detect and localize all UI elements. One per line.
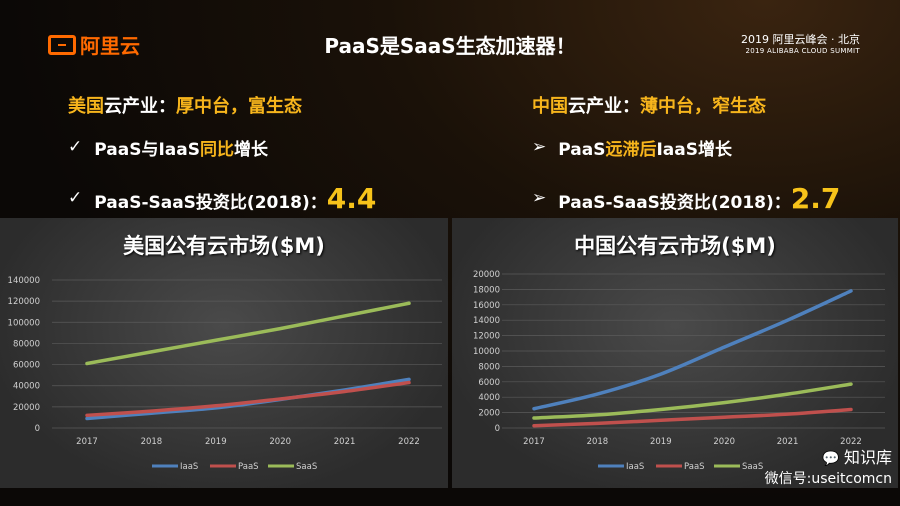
china-summary: 中国云产业：薄中台，窄生态 ➢ PaaS远滞后IaaS增长 ➢ PaaS-SaaS投资比… <box>532 92 840 216</box>
y-tick-label: 20000 <box>13 403 40 413</box>
y-tick-label: 14000 <box>473 316 500 326</box>
x-tick-label: 2017 <box>76 437 98 447</box>
legend-label: PaaS <box>238 462 259 472</box>
bullet-icon: ✓ <box>68 188 83 208</box>
text-segment: 云产业： <box>104 96 176 117</box>
y-tick-label: 0 <box>35 424 40 434</box>
logo-icon <box>48 34 76 55</box>
text-segment: 同比 <box>199 139 234 160</box>
slide-title: PaaS是SaaS生态加速器！ <box>324 34 576 58</box>
text-segment: 薄中台，窄生态 <box>640 96 766 117</box>
legend-label: SaaS <box>742 462 763 472</box>
y-tick-label: 6000 <box>478 378 500 388</box>
y-tick-label: 0 <box>495 424 500 434</box>
series-line-saas <box>85 301 411 366</box>
heading: 美国云产业：厚中台，富生态 <box>68 92 376 118</box>
y-tick-label: 18000 <box>473 285 500 295</box>
y-tick-label: 100000 <box>8 318 40 328</box>
bullet-icon: ➢ <box>532 188 547 208</box>
ratio-label: PaaS-SaaS投资比(2018)： <box>558 192 791 213</box>
wechat-icon: 💬 <box>822 451 840 467</box>
legend-label: SaaS <box>296 462 317 472</box>
text-segment: IaaS增长 <box>656 139 732 160</box>
bullet-text: PaaS远滞后IaaS增长 <box>558 135 732 160</box>
legend-label: IaaS <box>180 462 198 472</box>
legend-label: IaaS <box>626 462 644 472</box>
x-tick-label: 2021 <box>334 437 356 447</box>
text-segment: 增长 <box>233 139 268 160</box>
text-segment: 云产业： <box>568 96 640 117</box>
logo-text: 阿里云 <box>80 34 140 58</box>
y-tick-label: 80000 <box>13 339 40 349</box>
text-segment: 厚中台，富生态 <box>176 96 302 117</box>
ratio-value: 4.4 <box>326 181 377 215</box>
x-tick-label: 2019 <box>205 437 227 447</box>
y-tick-label: 12000 <box>473 332 500 342</box>
legend-label: PaaS <box>684 462 705 472</box>
y-tick-label: 8000 <box>478 362 500 372</box>
summit-badge: 2019 阿里云峰会 · 北京 2019 ALIBABA CLOUD SUMMIT <box>741 31 860 55</box>
china-chart-panel: 中国公有云市场($M) 0 2000 4000 6000 8000 10000 12000 1… <box>452 218 898 488</box>
bullet-item: ➢ PaaS远滞后IaaS增长 <box>532 132 840 162</box>
text-segment: 远滞后 <box>605 139 657 160</box>
watermark-name: 知识库 <box>843 448 892 467</box>
wechat-watermark: 💬 知识库 微信号:useitcomcn <box>765 444 892 488</box>
text-segment: PaaS <box>558 139 606 160</box>
y-tick-label: 120000 <box>8 297 40 307</box>
bullet-text: PaaS-SaaS投资比(2018)：4.4 <box>94 182 376 215</box>
x-tick-label: 2022 <box>840 437 862 447</box>
x-tick-label: 2019 <box>650 437 672 447</box>
series-line-paas <box>85 380 411 418</box>
watermark-id: 微信号:useitcomcn <box>764 471 892 487</box>
text-segment: PaaS与IaaS <box>94 139 200 160</box>
bullet-item: ✓ PaaS-SaaS投资比(2018)：4.4 <box>68 180 376 216</box>
summit-cn: 2019 阿里云峰会 · 北京 <box>741 33 860 46</box>
summit-en: 2019 ALIBABA CLOUD SUMMIT <box>745 47 860 55</box>
y-tick-label: 60000 <box>13 361 40 371</box>
x-tick-label: 2020 <box>713 437 735 447</box>
series-line-saas <box>532 382 853 420</box>
x-tick-label: 2020 <box>269 437 291 447</box>
y-tick-label: 140000 <box>8 276 40 286</box>
y-tick-label: 20000 <box>473 270 500 280</box>
series-line-paas <box>532 407 853 428</box>
x-tick-label: 2021 <box>777 437 799 447</box>
bullet-text: PaaS-SaaS投资比(2018)：2.7 <box>558 182 840 215</box>
chart-title: 中国公有云市场($M) <box>574 234 776 258</box>
ratio-label: PaaS-SaaS投资比(2018)： <box>94 192 327 213</box>
us-summary: 美国云产业：厚中台，富生态 ✓ PaaS与IaaS同比增长 ✓ PaaS-SaaS投资比… <box>68 92 376 216</box>
x-tick-label: 2018 <box>141 437 163 447</box>
bullet-item: ✓ PaaS与IaaS同比增长 <box>68 132 376 162</box>
y-tick-label: 4000 <box>478 393 500 403</box>
y-tick-label: 40000 <box>13 382 40 392</box>
text-segment: 中国 <box>532 96 568 117</box>
bullet-item: ➢ PaaS-SaaS投资比(2018)：2.7 <box>532 180 840 216</box>
bullet-text: PaaS与IaaS同比增长 <box>94 135 268 160</box>
y-tick-label: 16000 <box>473 301 500 311</box>
bullet-icon: ➢ <box>532 137 547 157</box>
us-chart-panel: 美国公有云市场($M) 0 20000 40000 60000 80000 100000 1… <box>0 218 448 488</box>
y-tick-label: 2000 <box>478 409 500 419</box>
text-segment: 美国 <box>68 96 104 117</box>
x-tick-label: 2017 <box>523 437 545 447</box>
us-chart: 0 20000 40000 60000 80000 100000 120000 140000 2… <box>8 276 442 472</box>
ratio-value: 2.7 <box>790 181 841 215</box>
series-line-iaas <box>532 289 853 411</box>
y-tick-label: 10000 <box>473 347 500 357</box>
alibaba-cloud-logo: 阿里云 <box>48 30 140 59</box>
heading: 中国云产业：薄中台，窄生态 <box>532 92 840 118</box>
chart-title: 美国公有云市场($M) <box>123 234 325 258</box>
x-tick-label: 2022 <box>398 437 420 447</box>
x-tick-label: 2018 <box>587 437 609 447</box>
bullet-icon: ✓ <box>68 137 83 157</box>
china-chart: 0 2000 4000 6000 8000 10000 12000 14000 16000 180… <box>473 270 885 472</box>
